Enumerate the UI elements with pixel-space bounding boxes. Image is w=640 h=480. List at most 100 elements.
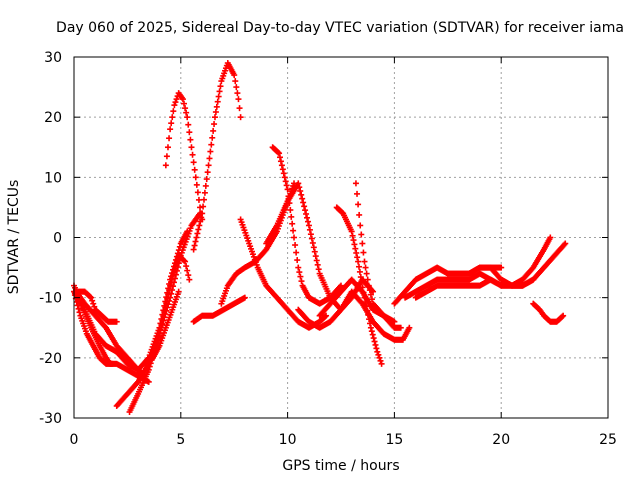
data-point — [183, 263, 190, 270]
data-point — [195, 196, 202, 203]
data-point — [198, 214, 205, 221]
data-point — [204, 169, 211, 176]
data-point — [356, 268, 363, 275]
x-tick-label: 10 — [279, 432, 297, 448]
data-point — [309, 239, 316, 246]
data-point — [364, 276, 371, 283]
data-point — [372, 341, 379, 348]
data-point — [191, 242, 198, 249]
data-point — [166, 135, 173, 142]
data-point — [166, 280, 173, 287]
data-point — [378, 360, 385, 367]
series-track-4 — [71, 288, 116, 367]
data-point — [189, 151, 196, 158]
data-point — [199, 210, 206, 217]
data-point — [406, 324, 413, 331]
data-point — [231, 72, 238, 79]
series-track-26 — [466, 264, 537, 289]
data-point — [182, 258, 189, 265]
data-point — [367, 291, 374, 298]
data-point — [282, 178, 289, 185]
data-point — [171, 260, 178, 267]
data-point — [303, 210, 310, 217]
data-point — [71, 292, 78, 299]
data-point — [216, 88, 223, 95]
series-track-13 — [218, 180, 298, 307]
series-track-20 — [316, 276, 398, 325]
data-point — [295, 264, 302, 271]
data-point — [171, 102, 178, 109]
data-point — [356, 211, 363, 218]
chart-title: Day 060 of 2025, Sidereal Day-to-day VTE… — [56, 20, 624, 36]
data-point — [184, 114, 191, 121]
data-point — [363, 270, 370, 277]
data-point — [530, 276, 537, 283]
data-point — [315, 266, 322, 273]
data-point — [241, 294, 248, 301]
data-point — [213, 103, 220, 110]
data-point — [358, 231, 365, 238]
data-point — [362, 264, 369, 271]
data-point — [391, 318, 398, 325]
data-point — [161, 302, 168, 309]
data-point — [370, 288, 377, 295]
data-point — [352, 245, 359, 252]
data-point — [276, 150, 283, 157]
data-point — [203, 176, 210, 183]
data-point — [323, 312, 330, 319]
data-point — [211, 114, 218, 121]
x-tick-label: 15 — [385, 432, 403, 448]
y-tick-label: 20 — [44, 110, 62, 126]
data-point — [561, 241, 568, 248]
data-point — [176, 243, 183, 250]
grid-lines — [74, 57, 608, 418]
x-axis-label: GPS time / hours — [282, 458, 399, 474]
data-point — [207, 148, 214, 155]
data-point — [182, 105, 189, 112]
data-point — [194, 230, 201, 237]
data-point — [279, 166, 286, 173]
data-point — [313, 257, 320, 264]
data-point — [314, 261, 321, 268]
data-point — [322, 313, 329, 320]
data-point — [310, 244, 317, 251]
data-point — [170, 266, 177, 273]
data-point — [173, 253, 180, 260]
series-track-10 — [162, 90, 206, 223]
data-point — [365, 282, 372, 289]
data-point — [360, 249, 367, 256]
data-point — [168, 273, 175, 280]
data-point — [368, 328, 375, 335]
axis-ticks — [73, 56, 609, 419]
data-point — [200, 203, 207, 210]
data-point — [304, 214, 311, 221]
data-point — [212, 109, 219, 116]
data-point — [192, 174, 199, 181]
data-point — [184, 267, 191, 274]
data-point — [233, 84, 240, 91]
data-point — [296, 184, 303, 191]
data-point — [235, 96, 242, 103]
data-point — [288, 213, 295, 220]
series-track-25 — [530, 300, 567, 325]
data-point — [208, 141, 215, 148]
data-point — [169, 114, 176, 121]
y-tick-label: 30 — [44, 50, 62, 66]
data-point — [236, 105, 243, 112]
series-track-6 — [113, 210, 204, 409]
y-tick-label: -30 — [39, 411, 62, 427]
data-point — [214, 98, 221, 105]
data-point — [376, 354, 383, 361]
data-point — [237, 114, 244, 121]
series-track-12 — [190, 294, 248, 325]
data-point — [201, 189, 208, 196]
data-point — [159, 311, 166, 318]
data-point — [190, 159, 197, 166]
x-tick-label: 20 — [492, 432, 510, 448]
x-tick-label: 25 — [599, 432, 617, 448]
data-point — [185, 121, 192, 128]
data-point — [355, 201, 362, 208]
data-point — [290, 227, 297, 234]
data-point — [352, 180, 359, 187]
data-point — [197, 218, 204, 225]
